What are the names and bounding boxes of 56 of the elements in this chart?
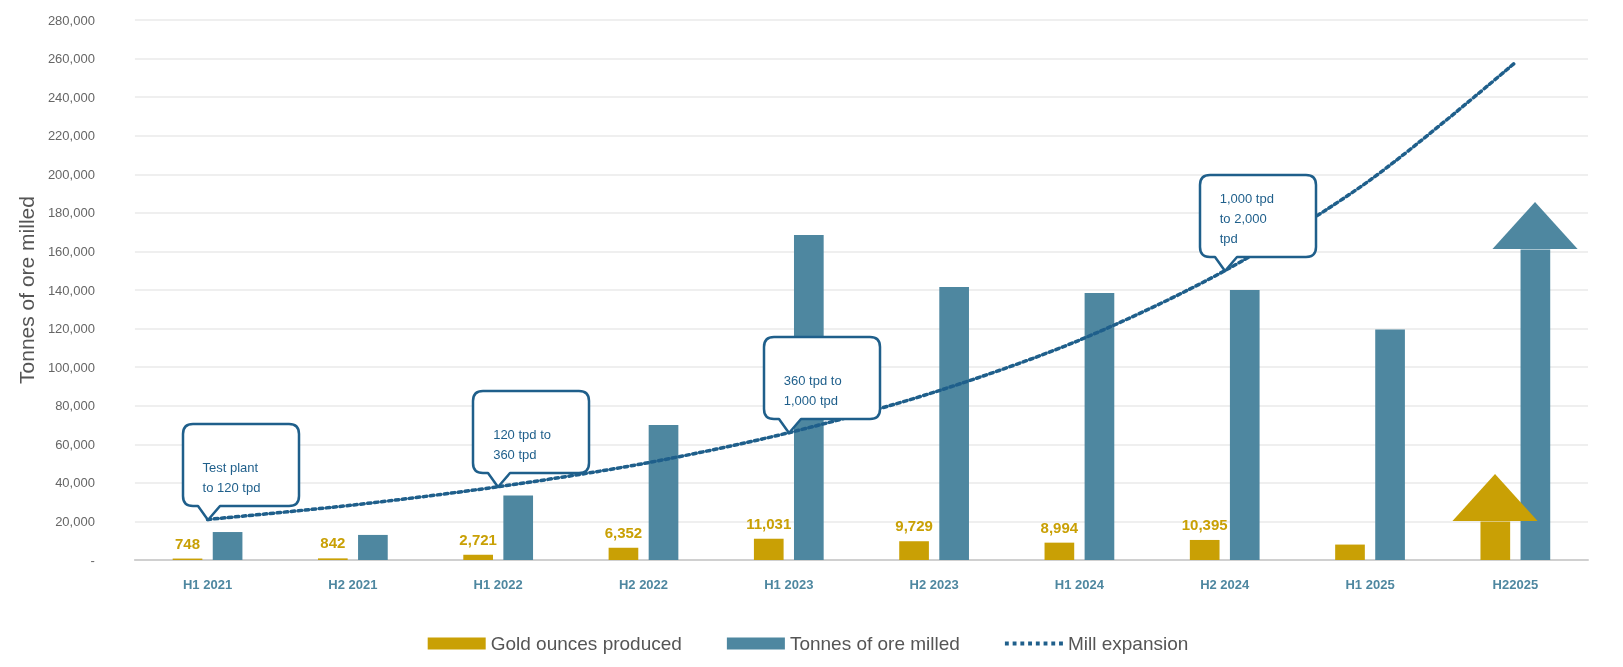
data-label: 10,395 (1181, 515, 1228, 533)
y-tick-label: 80,000 (55, 398, 95, 414)
y-tick-label: 200,000 (47, 166, 95, 182)
bar (358, 534, 388, 560)
x-tick-label: H1 2023 (764, 577, 814, 592)
y-tick-label: 100,000 (47, 359, 95, 375)
y-tick-label: 40,000 (55, 475, 95, 491)
y-tick-label: 240,000 (47, 89, 95, 105)
x-tick-label: H2 2023 (909, 577, 959, 592)
y-axis-title: Tonnes of ore milled (15, 196, 38, 384)
y-tick-label: - (90, 552, 95, 568)
data-label: 9,729 (895, 517, 933, 535)
bar (648, 425, 679, 560)
y-tick-label: 160,000 (47, 243, 95, 259)
bar (503, 495, 534, 560)
bar (1084, 292, 1115, 560)
bar (608, 547, 639, 560)
y-tick-label: 140,000 (47, 282, 95, 298)
x-tick-label: H2 2022 (618, 577, 669, 592)
legend-label: Mill expansion (1067, 633, 1189, 654)
annotation: 360 tpd to 1,000 tpd (783, 371, 843, 410)
data-label: 8,994 (1040, 518, 1079, 536)
annotation: 1,000 tpd to 2,000 tpd (1219, 189, 1275, 248)
x-tick-label: H1 2024 (1054, 577, 1105, 592)
x-tick-label: H2 2024 (1200, 577, 1251, 592)
y-tick-label: 220,000 (47, 128, 95, 144)
bar (1375, 329, 1405, 560)
data-label: 748 (175, 534, 201, 552)
annotation: 120 tpd to 360 tpd (493, 425, 552, 464)
y-tick-label: 180,000 (47, 205, 95, 221)
bar (899, 541, 929, 560)
y-tick-label: 260,000 (47, 51, 95, 67)
y-tick-label: 120,000 (47, 321, 95, 337)
annotation: Test plant to 120 tpd (202, 458, 262, 497)
legend-label: Tonnes of ore milled (789, 633, 960, 654)
bar (463, 554, 493, 560)
data-label: 2,721 (459, 530, 497, 548)
bar (1189, 539, 1220, 560)
data-label: 11,031 (746, 514, 792, 532)
x-tick-label: H1 2025 (1345, 577, 1395, 592)
y-tick-label: 20,000 (55, 513, 95, 529)
x-tick-label: H1 2022 (473, 577, 523, 592)
bar (1044, 542, 1075, 560)
bar (212, 532, 243, 560)
x-tick-label: H22025 (1492, 577, 1539, 592)
x-tick-label: H2 2021 (328, 577, 378, 592)
bar (939, 287, 969, 560)
x-tick-label: H1 2021 (182, 577, 233, 592)
legend-label: Gold ounces produced (490, 633, 682, 654)
data-label: 6,352 (604, 523, 643, 541)
data-label: 842 (320, 534, 346, 552)
bar (1335, 544, 1365, 560)
y-tick-label: 60,000 (55, 436, 95, 452)
bar (753, 538, 784, 560)
bar (1229, 290, 1260, 560)
y-tick-label: 280,000 (47, 12, 95, 28)
